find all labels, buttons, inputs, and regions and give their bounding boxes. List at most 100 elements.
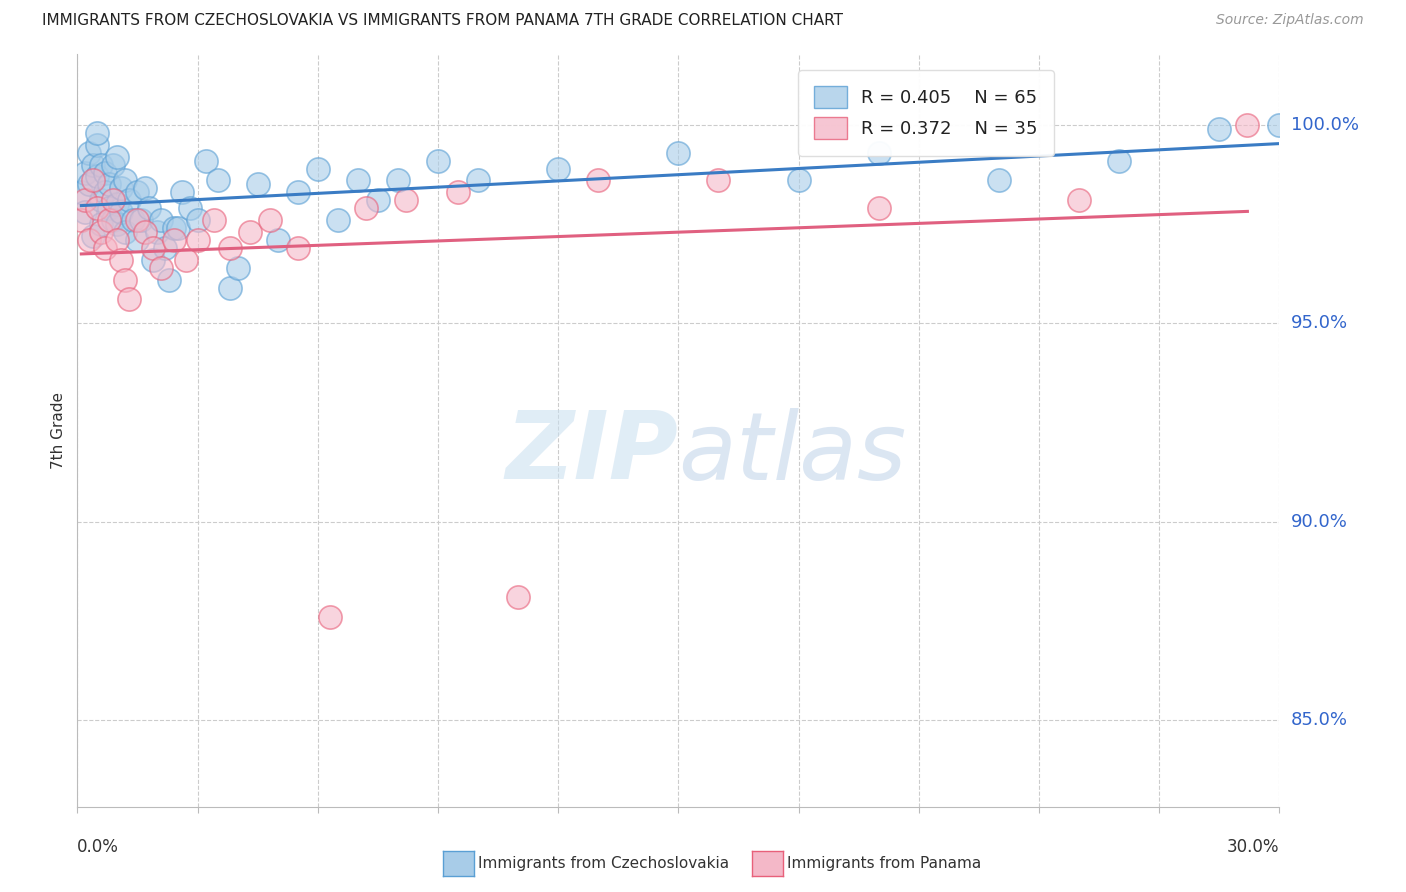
- Point: [988, 173, 1011, 187]
- Point: [114, 173, 136, 187]
- Point: [367, 194, 389, 208]
- Point: [142, 241, 165, 255]
- Point: [155, 241, 177, 255]
- Point: [86, 169, 108, 184]
- Point: [103, 194, 125, 208]
- Point: [202, 213, 225, 227]
- Text: 85.0%: 85.0%: [1291, 711, 1347, 729]
- Text: atlas: atlas: [679, 408, 907, 499]
- Point: [70, 186, 93, 200]
- Point: [98, 201, 121, 215]
- Text: 100.0%: 100.0%: [1291, 116, 1358, 134]
- Point: [90, 158, 112, 172]
- Point: [75, 194, 97, 208]
- Point: [547, 161, 569, 176]
- Point: [447, 186, 470, 200]
- Point: [218, 241, 240, 255]
- Point: [79, 145, 101, 160]
- Point: [131, 213, 153, 227]
- Point: [707, 173, 730, 187]
- Point: [307, 161, 329, 176]
- Point: [186, 213, 209, 227]
- Point: [508, 590, 530, 604]
- Point: [86, 201, 108, 215]
- Point: [110, 181, 132, 195]
- Point: [166, 221, 188, 235]
- Point: [207, 173, 229, 187]
- Point: [354, 201, 377, 215]
- Point: [259, 213, 281, 227]
- Point: [107, 197, 129, 211]
- Point: [103, 158, 125, 172]
- Point: [226, 260, 249, 275]
- Point: [239, 225, 262, 239]
- Text: Immigrants from Panama: Immigrants from Panama: [787, 856, 981, 871]
- Text: 30.0%: 30.0%: [1227, 838, 1279, 855]
- Point: [114, 273, 136, 287]
- Point: [79, 233, 101, 247]
- Point: [179, 201, 201, 215]
- Text: 95.0%: 95.0%: [1291, 314, 1348, 333]
- Point: [110, 252, 132, 267]
- Point: [142, 252, 165, 267]
- Point: [122, 213, 145, 227]
- Point: [82, 158, 104, 172]
- Point: [150, 213, 173, 227]
- Point: [162, 233, 184, 247]
- Text: Source: ZipAtlas.com: Source: ZipAtlas.com: [1216, 13, 1364, 28]
- Point: [118, 293, 141, 307]
- Text: IMMIGRANTS FROM CZECHOSLOVAKIA VS IMMIGRANTS FROM PANAMA 7TH GRADE CORRELATION C: IMMIGRANTS FROM CZECHOSLOVAKIA VS IMMIGR…: [42, 13, 844, 29]
- Point: [138, 201, 160, 215]
- Point: [107, 217, 129, 231]
- Point: [86, 126, 108, 140]
- Point: [79, 178, 101, 192]
- Point: [218, 280, 240, 294]
- Text: 90.0%: 90.0%: [1291, 513, 1347, 531]
- Point: [186, 233, 209, 247]
- Point: [90, 217, 112, 231]
- Point: [103, 213, 125, 227]
- Point: [110, 205, 132, 219]
- Point: [127, 186, 149, 200]
- Point: [194, 153, 217, 168]
- Point: [94, 165, 117, 179]
- Point: [267, 233, 290, 247]
- Point: [246, 178, 269, 192]
- Point: [150, 260, 173, 275]
- Point: [107, 150, 129, 164]
- Point: [94, 186, 117, 200]
- Point: [98, 213, 121, 227]
- Text: Immigrants from Czechoslovakia: Immigrants from Czechoslovakia: [478, 856, 730, 871]
- Point: [75, 165, 97, 179]
- Point: [1236, 118, 1258, 132]
- Point: [170, 186, 193, 200]
- Legend: R = 0.405    N = 65, R = 0.372    N = 35: R = 0.405 N = 65, R = 0.372 N = 35: [799, 70, 1054, 156]
- Point: [467, 173, 489, 187]
- Point: [159, 273, 181, 287]
- Point: [868, 145, 890, 160]
- Point: [287, 241, 309, 255]
- Point: [162, 221, 184, 235]
- Text: 0.0%: 0.0%: [77, 838, 120, 855]
- Point: [90, 194, 112, 208]
- Point: [90, 225, 112, 239]
- Point: [868, 201, 890, 215]
- Point: [107, 233, 129, 247]
- Point: [319, 610, 342, 624]
- Point: [787, 173, 810, 187]
- Point: [1108, 153, 1130, 168]
- Point: [86, 137, 108, 152]
- Point: [668, 145, 690, 160]
- Point: [94, 241, 117, 255]
- Point: [146, 225, 169, 239]
- Point: [134, 225, 156, 239]
- Point: [127, 213, 149, 227]
- Text: ZIP: ZIP: [506, 407, 679, 499]
- Point: [134, 181, 156, 195]
- Point: [98, 178, 121, 192]
- Point: [287, 186, 309, 200]
- Point: [1268, 118, 1291, 132]
- Point: [387, 173, 409, 187]
- Point: [1208, 122, 1230, 136]
- Point: [75, 205, 97, 219]
